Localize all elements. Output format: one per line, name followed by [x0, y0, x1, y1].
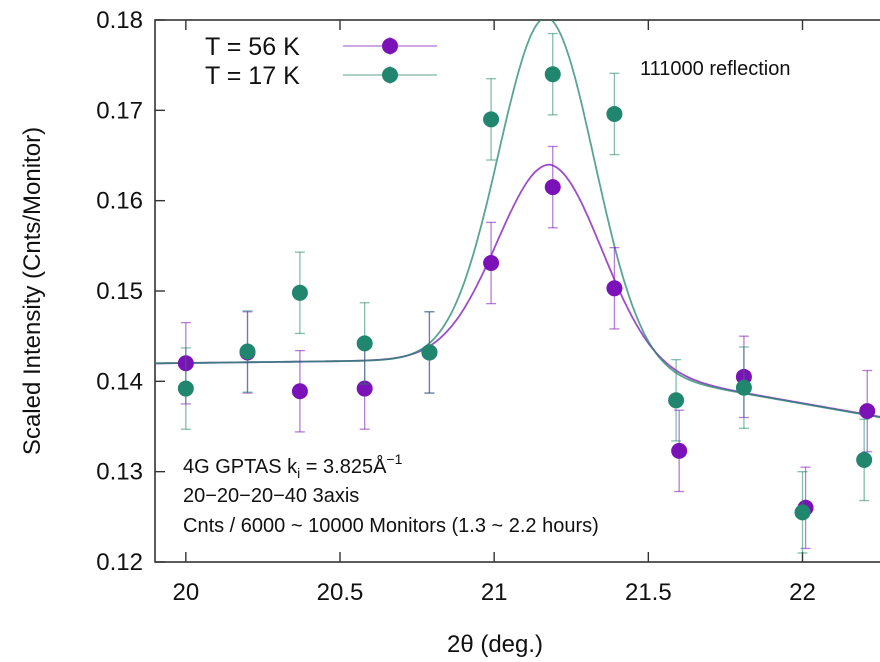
data-point	[544, 179, 561, 196]
y-axis-title: Scaled Intensity (Cnts/Monitor)	[19, 127, 46, 455]
data-points	[177, 32, 876, 554]
data-point	[859, 403, 876, 420]
data-point	[735, 379, 752, 396]
x-tick-label: 20.5	[317, 579, 364, 606]
legend-label: T = 56 K	[205, 33, 300, 61]
counting-annotation: Cnts / 6000 ~ 10000 Monitors (1.3 ~ 2.2 …	[183, 515, 599, 537]
data-point	[606, 280, 623, 297]
data-point	[606, 105, 623, 122]
data-point	[671, 442, 688, 459]
data-point	[177, 380, 194, 397]
data-point	[291, 383, 308, 400]
y-tick-label: 0.12	[96, 549, 143, 576]
y-tick-label: 0.18	[96, 7, 143, 34]
data-point	[544, 66, 561, 83]
data-point	[421, 344, 438, 361]
data-point	[291, 284, 308, 301]
y-tick-label: 0.17	[96, 97, 143, 124]
x-tick-label: 20	[172, 579, 199, 606]
legend-label: T = 17 K	[205, 62, 300, 90]
collimation-annotation: 20−20−20−40 3axis	[183, 485, 359, 507]
instrument-value: = 3.825Å	[300, 455, 387, 478]
x-tick-label: 22	[789, 579, 816, 606]
data-point	[239, 343, 256, 360]
data-point	[483, 111, 500, 128]
plot-frame	[154, 19, 880, 563]
data-point	[856, 451, 873, 468]
data-point	[483, 254, 500, 271]
reflection-annotation: 111000 reflection	[640, 58, 790, 80]
instrument-superscript: −1	[386, 451, 402, 467]
fit-curve	[155, 163, 880, 418]
x-tick-label: 21.5	[625, 579, 672, 606]
plot-border	[154, 19, 880, 563]
y-tick-label: 0.13	[96, 459, 143, 486]
y-tick-label: 0.16	[96, 188, 143, 215]
data-point	[668, 392, 685, 409]
fit-curves	[155, 20, 880, 419]
instrument-prefix: 4G GPTAS k	[183, 456, 298, 478]
y-axis: 0.12 0.13 0.14 0.15 0.16 0.17 0.18	[96, 7, 165, 576]
data-point	[356, 335, 373, 352]
x-axis-title: 2θ (deg.)	[447, 631, 543, 658]
data-point	[794, 504, 811, 521]
legend-marker	[382, 67, 398, 83]
legend-marker	[382, 38, 398, 54]
y-tick-label: 0.15	[96, 278, 143, 305]
y-tick-label: 0.14	[96, 368, 143, 395]
instrument-annotation: 4G GPTAS ki = 3.825Å−1	[183, 451, 403, 481]
instrument-subscript: i	[297, 465, 300, 481]
fit-curve	[155, 20, 880, 419]
x-tick-label: 21	[481, 579, 508, 606]
legend: T = 56 KT = 17 K	[205, 33, 437, 90]
x-axis: 20 20.5 21 21.5 22	[172, 20, 816, 606]
